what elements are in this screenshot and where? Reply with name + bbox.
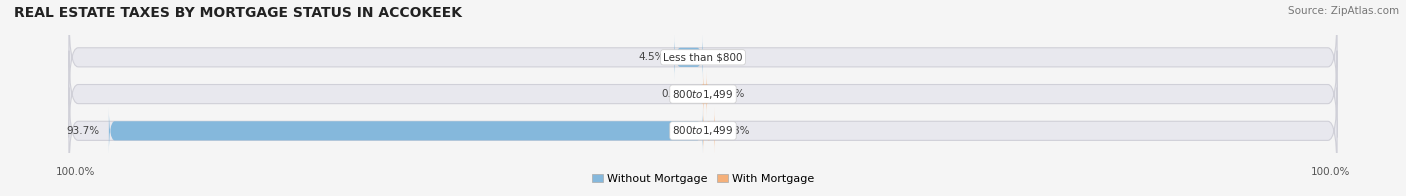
Text: 100.0%: 100.0% (56, 167, 96, 178)
Text: Less than $800: Less than $800 (664, 52, 742, 62)
Text: 0.6%: 0.6% (718, 89, 745, 99)
Text: 100.0%: 100.0% (1310, 167, 1350, 178)
Text: 4.5%: 4.5% (638, 52, 665, 62)
FancyBboxPatch shape (703, 107, 714, 154)
Legend: Without Mortgage, With Mortgage: Without Mortgage, With Mortgage (588, 170, 818, 189)
Text: $800 to $1,499: $800 to $1,499 (672, 88, 734, 101)
FancyBboxPatch shape (675, 34, 703, 81)
Text: 0.0%: 0.0% (718, 52, 745, 62)
Text: 0.0%: 0.0% (661, 89, 688, 99)
FancyBboxPatch shape (69, 14, 1337, 101)
Text: 93.7%: 93.7% (66, 126, 100, 136)
FancyBboxPatch shape (69, 87, 1337, 174)
Text: $800 to $1,499: $800 to $1,499 (672, 124, 734, 137)
FancyBboxPatch shape (702, 71, 709, 118)
FancyBboxPatch shape (69, 51, 1337, 137)
Text: Source: ZipAtlas.com: Source: ZipAtlas.com (1288, 6, 1399, 16)
FancyBboxPatch shape (108, 107, 703, 154)
Text: REAL ESTATE TAXES BY MORTGAGE STATUS IN ACCOKEEK: REAL ESTATE TAXES BY MORTGAGE STATUS IN … (14, 6, 463, 20)
Text: 1.8%: 1.8% (724, 126, 751, 136)
